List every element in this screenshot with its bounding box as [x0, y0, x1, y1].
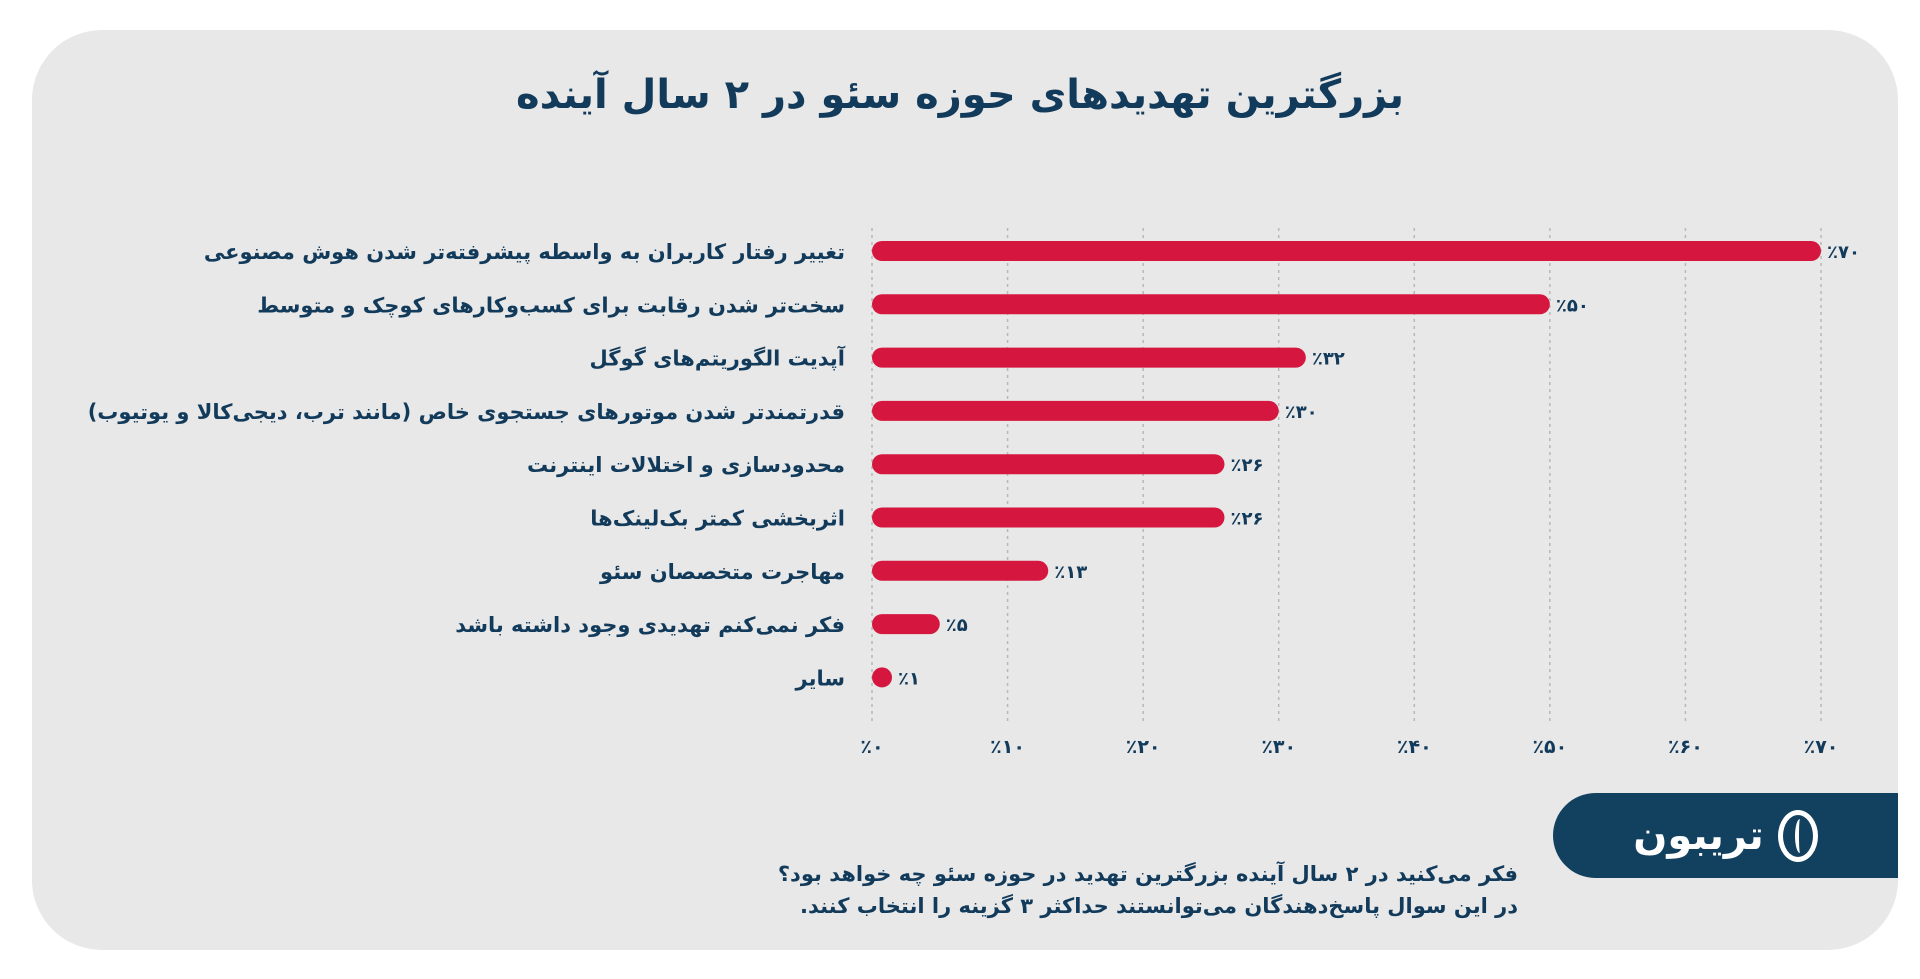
data-label: ٪۱ — [898, 668, 920, 689]
data-label: ٪۵۰ — [1556, 295, 1589, 316]
bar — [872, 614, 940, 635]
x-tick-label: ٪۰ — [860, 736, 883, 758]
chart-title: بزرگترین تهدیدهای حوزه سئو در ۲ سال آیند… — [515, 72, 1405, 118]
category-label: سخت‌تر شدن رقابت برای کسب‌وکارهای کوچک و… — [257, 293, 845, 317]
category-label: سایر — [795, 666, 846, 690]
bar — [872, 400, 1279, 421]
category-label: اثربخشی کمتر بک‌لینک‌ها — [590, 507, 845, 531]
data-label: ٪۷۰ — [1827, 242, 1860, 263]
category-label: مهاجرت متخصصان سئو — [599, 560, 845, 584]
logo-icon — [1777, 809, 1818, 862]
category-label: تغییر رفتار کاربران به واسطه پیشرفته‌تر … — [204, 240, 845, 264]
bar — [872, 347, 1306, 368]
data-label: ٪۳۲ — [1312, 349, 1345, 370]
x-tick-label: ٪۴۰ — [1397, 736, 1432, 758]
data-label: ٪۲۶ — [1230, 455, 1263, 476]
category-label: آپدیت الگوریتم‌های گوگل — [590, 346, 846, 371]
bar — [872, 507, 1225, 528]
x-tick-label: ٪۵۰ — [1532, 736, 1567, 758]
bar — [872, 560, 1049, 581]
bar — [872, 294, 1550, 315]
note-question: فکر می‌کنید در ۲ سال آینده بزرگترین تهدی… — [777, 862, 1518, 886]
logo-text: تریبون — [1633, 812, 1764, 859]
x-tick-label: ٪۳۰ — [1261, 736, 1296, 758]
category-label: محدودسازی و اختلالات اینترنت — [527, 453, 845, 477]
survey-note: فکر می‌کنید در ۲ سال آینده بزرگترین تهدی… — [778, 858, 1518, 922]
data-label: ٪۲۶ — [1230, 509, 1263, 530]
bar — [872, 667, 892, 688]
x-tick-label: ٪۱۰ — [990, 736, 1025, 758]
brand-logo: تریبون — [1553, 793, 1898, 878]
bar — [872, 454, 1225, 475]
x-tick-label: ٪۲۰ — [1126, 736, 1161, 758]
category-label: قدرتمندتر شدن موتورهای جستجوی خاص (مانند… — [88, 400, 845, 424]
category-label: فکر نمی‌کنم تهدیدی وجود داشته باشد — [455, 613, 845, 637]
x-tick-label: ٪۷۰ — [1804, 736, 1839, 758]
note-instructions: در این سوال پاسخ‌دهندگان می‌توانستند حدا… — [800, 894, 1518, 918]
data-label: ٪۳۰ — [1285, 402, 1318, 423]
bar — [872, 241, 1821, 261]
data-label: ٪۵ — [946, 615, 968, 636]
data-label: ٪۱۳ — [1054, 562, 1087, 583]
x-tick-label: ٪۶۰ — [1668, 736, 1703, 758]
